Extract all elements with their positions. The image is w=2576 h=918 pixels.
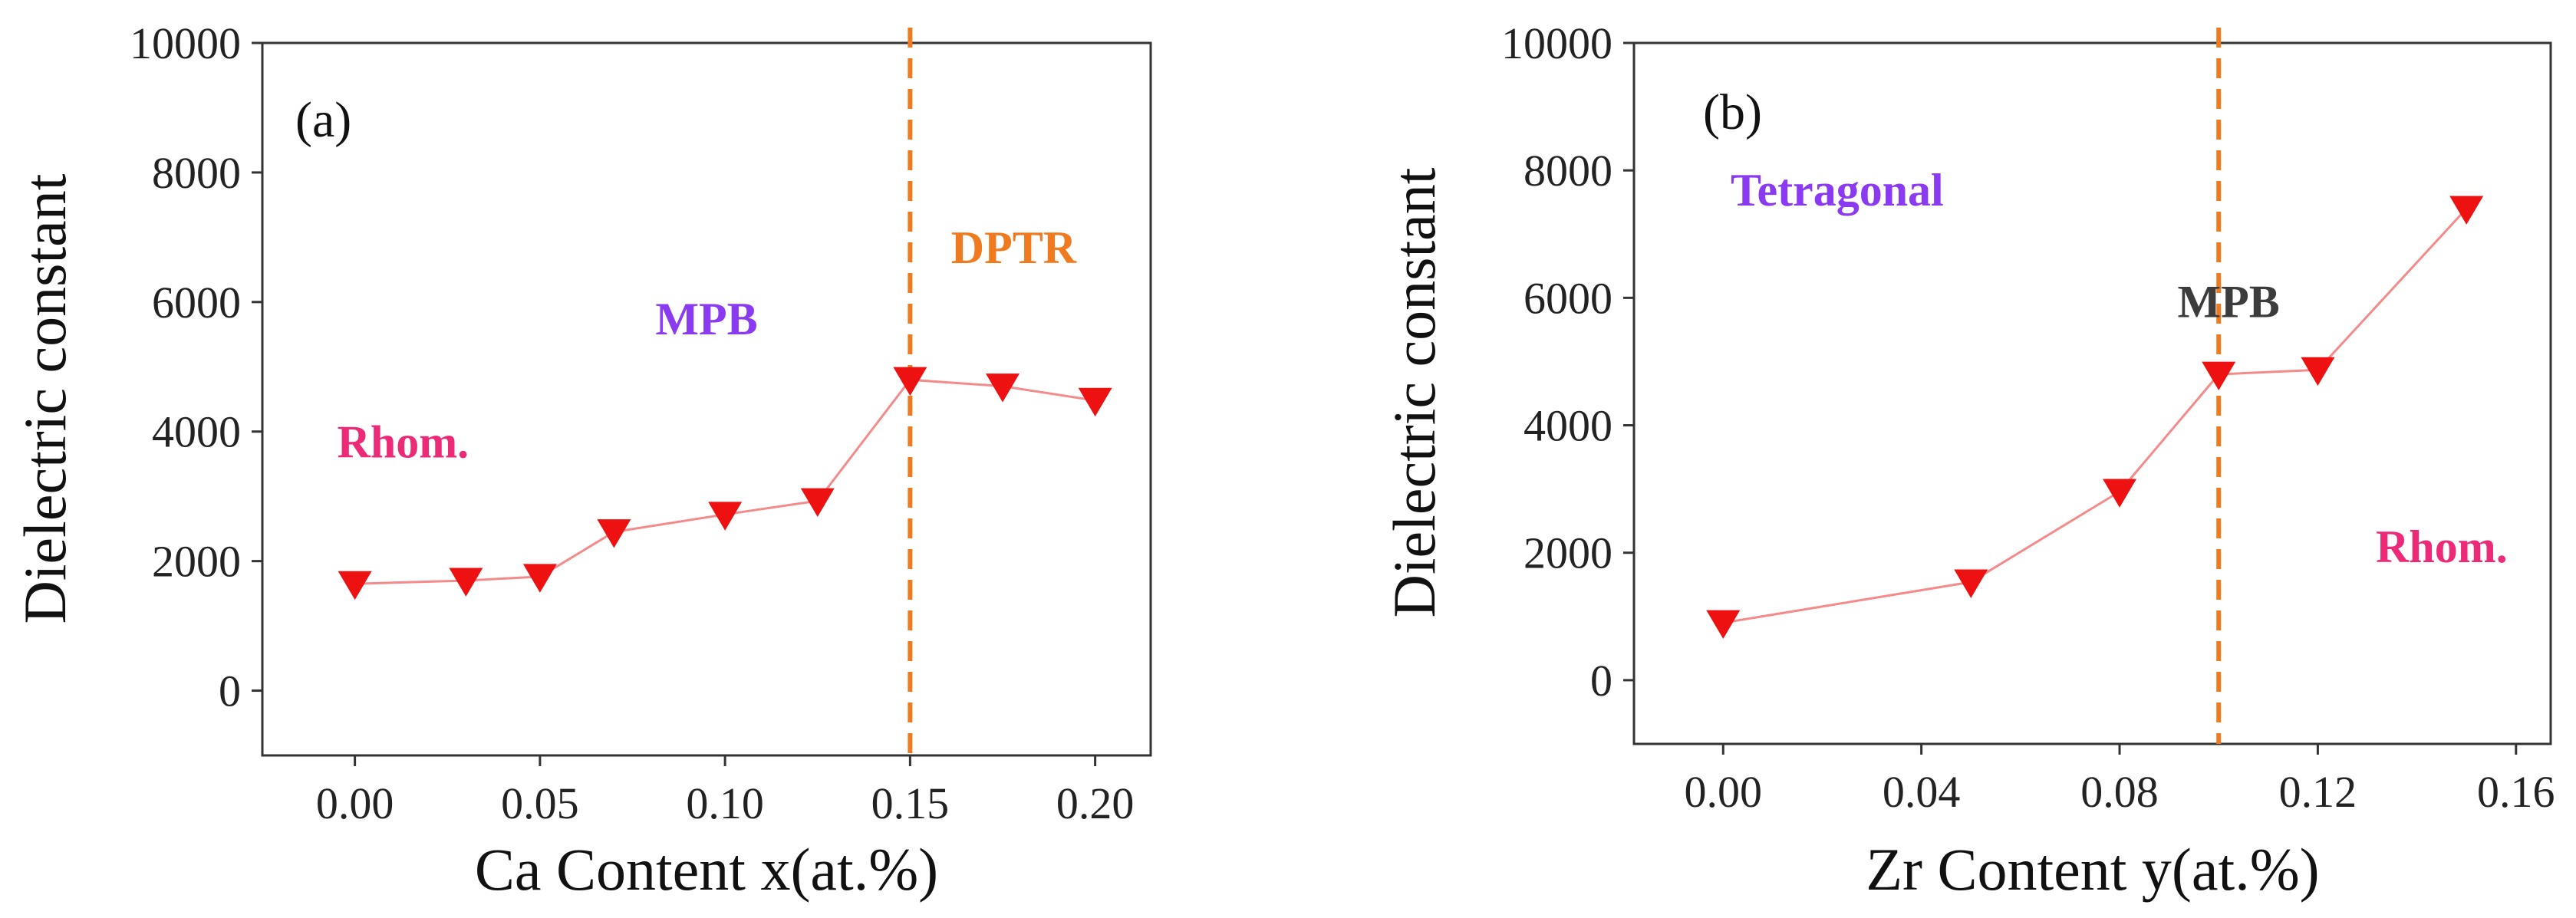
data-point-marker (986, 373, 1020, 403)
data-line (354, 378, 1095, 585)
region-annotation: MPB (655, 294, 757, 344)
y-tick-label: 4000 (152, 407, 241, 457)
data-point-marker (522, 564, 557, 593)
y-axis-label: Dielectric constant (1381, 167, 1448, 617)
x-tick-label: 0.00 (316, 778, 394, 828)
y-tick-label: 10000 (1501, 18, 1612, 68)
data-point-marker (597, 519, 631, 548)
y-tick-label: 2000 (1524, 528, 1612, 578)
data-point-marker (1954, 569, 1988, 598)
data-point-marker (893, 367, 927, 396)
y-tick-label: 4000 (1524, 401, 1612, 451)
x-tick-label: 0.00 (1685, 767, 1763, 817)
y-tick-label: 6000 (152, 278, 241, 327)
y-tick-label: 8000 (152, 148, 241, 198)
y-tick-label: 10000 (130, 18, 241, 68)
region-annotation: Rhom. (2376, 522, 2508, 572)
data-point-marker (449, 568, 483, 597)
data-point-marker (2449, 196, 2484, 225)
y-tick-label: 0 (219, 666, 241, 716)
chart-panel-b: 0.00 0.04 0.08 0.12 0.16 0 2000 4000 6000 8000 10… (1381, 18, 2555, 903)
panel-label: (a) (295, 92, 351, 148)
y-tick-label: 0 (1590, 656, 1612, 706)
x-tick-label: 0.05 (501, 778, 579, 828)
x-tick-label: 0.15 (871, 778, 950, 828)
data-point-marker (2301, 357, 2335, 387)
data-point-marker (338, 571, 372, 600)
y-axis-label: Dielectric constant (12, 173, 78, 624)
x-tick-label: 0.04 (1883, 767, 1961, 817)
chart-panel-a: 0.00 0.05 0.10 0.15 0.20 0 2000 4000 6000 8000 10… (12, 18, 1152, 903)
plot-frame (261, 41, 1152, 757)
x-tick-label: 0.20 (1056, 778, 1135, 828)
region-annotation: Tetragonal (1731, 165, 1944, 216)
y-tick-label: 8000 (1524, 146, 1612, 196)
y-tick-label: 2000 (152, 537, 241, 587)
x-tick-label: 0.08 (2080, 767, 2159, 817)
data-point-marker (1078, 387, 1112, 417)
x-axis-label: Ca Content x(at.%) (475, 836, 938, 903)
panel-label: (b) (1703, 84, 1762, 140)
data-line (1723, 207, 2468, 624)
x-axis-label: Zr Content y(at.%) (1866, 836, 2319, 903)
y-tick-label: 6000 (1524, 273, 1612, 323)
region-annotation: Rhom. (338, 417, 469, 468)
x-tick-label: 0.10 (686, 778, 764, 828)
data-point-marker (1706, 610, 1741, 640)
data-point-marker (2103, 479, 2137, 508)
data-point-marker (708, 502, 743, 531)
region-annotation: MPB (2177, 276, 2279, 327)
plot-frame (1632, 41, 2552, 745)
data-point-marker (2202, 361, 2236, 390)
region-annotation: DPTR (951, 222, 1077, 273)
x-tick-label: 0.16 (2477, 767, 2555, 817)
x-tick-label: 0.12 (2279, 767, 2357, 817)
data-point-marker (800, 488, 835, 517)
